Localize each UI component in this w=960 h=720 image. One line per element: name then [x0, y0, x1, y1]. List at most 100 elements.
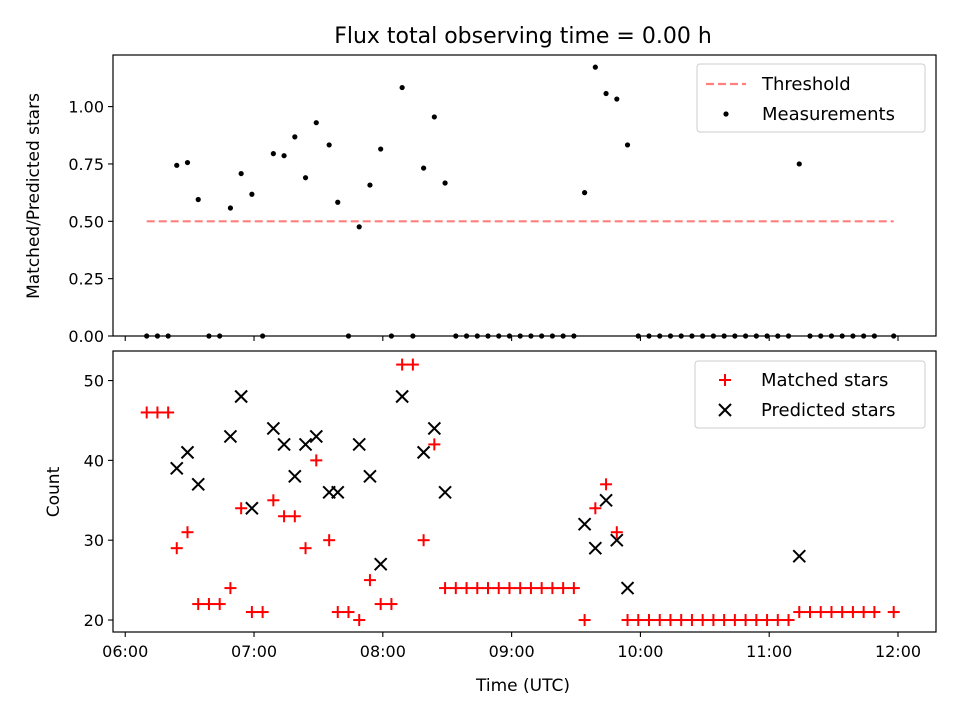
matched-stars-point [600, 478, 613, 491]
y-tick-label: 0.75 [68, 155, 104, 174]
x-tick-label: 12:00 [875, 642, 921, 661]
matched-stars-point [535, 582, 548, 595]
matched-stars-point [739, 614, 752, 627]
matched-stars-point [825, 606, 838, 619]
matched-stars-point [503, 582, 516, 595]
measurement-point [144, 333, 150, 339]
x-tick-label: 10:00 [617, 642, 663, 661]
matched-stars-point [278, 510, 291, 523]
matched-stars-point [793, 606, 806, 619]
matched-stars-point [140, 406, 153, 419]
y-tick-label: 30 [84, 531, 104, 550]
measurement-point [249, 191, 255, 197]
matched-stars-point [578, 614, 591, 627]
measurement-point [891, 333, 897, 339]
matched-stars-point [803, 606, 816, 619]
measurement-point [485, 333, 491, 339]
measurement-point [442, 180, 448, 186]
y-tick-label: 20 [84, 611, 104, 630]
x-tick-label: 11:00 [746, 642, 792, 661]
y-tick-label: 50 [84, 372, 104, 391]
measurement-point [775, 333, 781, 339]
predicted-stars-point [234, 389, 248, 404]
measurement-point [667, 333, 674, 339]
legend-measurements-swatch [723, 111, 729, 117]
count-y-ticks: 20 30 40 50 [84, 372, 113, 630]
predicted-stars-point [427, 421, 442, 436]
predicted-stars-point [277, 437, 291, 452]
chart-title: Flux total observing time = 0.00 h [334, 24, 712, 49]
ratio-series [144, 64, 897, 339]
matched-stars-point [224, 582, 237, 595]
count-y-axis-label: Count [44, 466, 64, 517]
matched-stars-point [235, 502, 248, 515]
matched-stars-point [267, 494, 280, 507]
measurement-point [421, 165, 427, 171]
matched-stars-point [589, 502, 602, 515]
measurement-point [174, 162, 180, 168]
ratio-panel: 0.00 0.25 0.50 0.75 1.00 Matched/Predicted s… [24, 54, 937, 346]
matched-stars-point [675, 614, 688, 627]
matched-stars-point [460, 582, 473, 595]
measurement-point [528, 333, 534, 339]
matched-stars-point [363, 574, 376, 587]
matched-stars-point [492, 582, 505, 595]
matched-stars-point [374, 598, 387, 611]
matched-stars-point [621, 614, 634, 627]
matched-stars-point [814, 606, 827, 619]
measurement-point [721, 333, 727, 339]
matched-stars-point [353, 614, 366, 627]
predicted-stars-point [180, 445, 195, 460]
measurement-point [378, 146, 384, 152]
measurement-point [646, 333, 652, 339]
measurement-point [292, 134, 298, 140]
measurement-point [571, 333, 577, 339]
measurement-point [313, 120, 319, 126]
measurement-point [217, 333, 223, 339]
count-series [140, 358, 900, 627]
measurement-point [345, 333, 352, 339]
measurement-point [260, 333, 266, 339]
matched-stars-point [417, 534, 430, 547]
measurement-point [732, 333, 738, 339]
predicted-stars-point [288, 469, 302, 484]
matched-stars-point [750, 614, 763, 627]
x-tick-label: 09:00 [489, 642, 535, 661]
matched-stars-point [567, 582, 580, 595]
measurement-point [635, 333, 641, 339]
matched-stars-point [761, 614, 774, 627]
measurement-point [463, 333, 470, 339]
measurement-point [206, 333, 212, 339]
measurement-point [700, 333, 706, 339]
matched-stars-point [610, 526, 623, 539]
matched-stars-point [857, 606, 870, 619]
matched-stars-point [482, 582, 495, 595]
measurement-point [742, 333, 749, 339]
legend-predicted-swatch [718, 403, 732, 417]
measurement-point [549, 333, 556, 339]
matched-stars-point [213, 598, 226, 611]
matched-stars-point [696, 614, 709, 627]
measurement-point [592, 64, 598, 70]
measurement-point [657, 333, 663, 339]
matched-stars-point [557, 582, 570, 595]
x-tick-label: 08:00 [360, 642, 406, 661]
count-panel: 20 30 40 50 06:00 07:00 08:00 09:00 10:00 11:00 1… [44, 350, 937, 696]
predicted-stars-point [170, 461, 184, 476]
predicted-stars-point [223, 429, 238, 444]
predicted-stars-point [352, 437, 366, 452]
legend-predicted-label: Predicted stars [761, 400, 895, 421]
matched-stars-point [342, 606, 355, 619]
matched-stars-point [288, 510, 301, 523]
predicted-stars-point [245, 501, 259, 515]
measurement-point [517, 333, 523, 339]
measurement-point [281, 153, 287, 159]
matched-stars-point [707, 614, 720, 627]
matched-stars-point [202, 598, 215, 611]
matched-stars-point [728, 614, 741, 627]
matched-stars-point [439, 582, 452, 595]
measurement-point [560, 333, 566, 339]
predicted-stars-point [309, 429, 323, 444]
matched-stars-point [245, 606, 258, 619]
predicted-stars-point [373, 557, 388, 571]
